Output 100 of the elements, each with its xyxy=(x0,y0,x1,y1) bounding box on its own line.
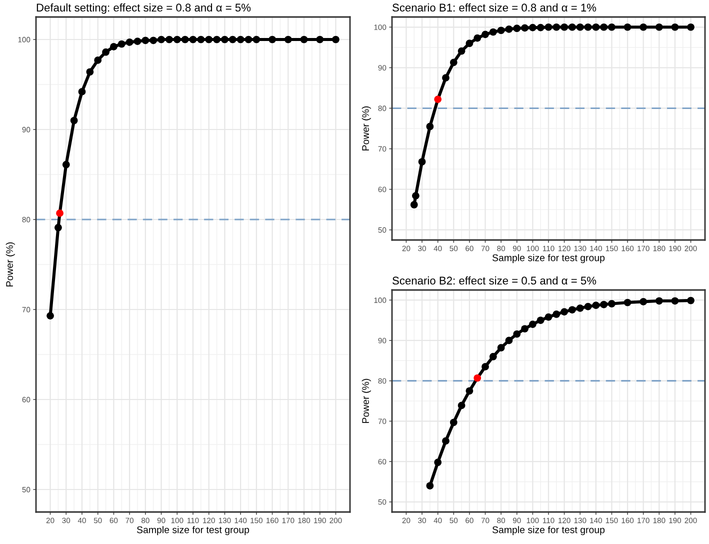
point xyxy=(624,23,632,31)
point xyxy=(600,23,608,31)
point xyxy=(434,458,442,466)
point xyxy=(189,36,197,44)
point xyxy=(150,36,158,44)
point xyxy=(584,23,592,31)
x-axis-title: Sample size for test group xyxy=(136,526,250,536)
point xyxy=(442,437,450,445)
point xyxy=(78,88,86,96)
point xyxy=(86,68,94,76)
point xyxy=(544,23,552,31)
point xyxy=(134,38,142,45)
point xyxy=(640,298,648,306)
point xyxy=(418,158,426,166)
point xyxy=(687,296,694,304)
point xyxy=(536,316,544,324)
point xyxy=(552,310,560,318)
point xyxy=(474,374,482,382)
point xyxy=(490,28,497,36)
point xyxy=(56,210,64,217)
point xyxy=(529,24,536,32)
point xyxy=(671,297,679,305)
point xyxy=(426,482,434,490)
point xyxy=(110,43,118,50)
point xyxy=(450,58,458,66)
point xyxy=(568,306,576,314)
point xyxy=(213,36,220,44)
point xyxy=(544,313,552,321)
point xyxy=(687,23,694,31)
point xyxy=(505,25,513,33)
point xyxy=(181,36,189,44)
point xyxy=(158,36,165,44)
point xyxy=(434,96,442,103)
point xyxy=(552,23,560,31)
point xyxy=(536,24,544,32)
x-axis-title: Sample size for test group xyxy=(492,254,605,264)
point xyxy=(624,298,632,306)
point xyxy=(166,36,173,44)
chart-title: Scenario B2: effect size = 0.5 and α = 5% xyxy=(392,276,596,285)
point xyxy=(592,23,600,31)
point xyxy=(46,312,54,320)
point xyxy=(458,402,466,410)
point xyxy=(62,160,70,168)
chart-title: Default setting: effect size = 0.8 and α = 5% xyxy=(36,3,251,14)
point xyxy=(482,30,489,38)
point xyxy=(513,24,521,32)
point xyxy=(118,40,126,48)
point xyxy=(490,352,497,360)
point xyxy=(521,325,528,332)
point xyxy=(54,224,62,232)
point xyxy=(316,36,324,44)
point xyxy=(584,302,592,310)
x-axis-title: Sample size for test group xyxy=(492,526,605,536)
point xyxy=(608,300,616,308)
point xyxy=(268,36,276,44)
point xyxy=(576,23,584,31)
point xyxy=(126,38,134,46)
point xyxy=(221,36,228,44)
y-axis-title: Power (%) xyxy=(362,106,371,150)
point xyxy=(560,23,568,31)
point xyxy=(513,330,521,338)
point xyxy=(252,36,260,44)
y-axis-title: Power (%) xyxy=(6,242,15,286)
point xyxy=(450,418,458,426)
point xyxy=(640,23,648,31)
point xyxy=(102,48,110,56)
point xyxy=(568,23,576,31)
point xyxy=(576,304,584,312)
point xyxy=(244,36,252,44)
point xyxy=(600,300,608,308)
point xyxy=(284,36,292,44)
point xyxy=(142,36,150,44)
point xyxy=(560,308,568,316)
point xyxy=(236,36,244,44)
point xyxy=(466,387,474,395)
point xyxy=(426,122,434,130)
point xyxy=(608,23,616,31)
point xyxy=(474,34,482,42)
point xyxy=(592,302,600,310)
point xyxy=(70,116,78,124)
point xyxy=(458,47,466,55)
point xyxy=(671,23,679,31)
point xyxy=(521,24,528,32)
point xyxy=(466,40,474,48)
point xyxy=(300,36,308,44)
point xyxy=(197,36,205,44)
point xyxy=(505,336,513,344)
point xyxy=(94,56,102,64)
point xyxy=(205,36,213,44)
point xyxy=(332,36,340,44)
point xyxy=(482,363,489,370)
point xyxy=(655,297,663,305)
point xyxy=(497,26,505,34)
point xyxy=(228,36,236,44)
point xyxy=(173,36,181,44)
point xyxy=(410,201,418,208)
point xyxy=(412,192,420,200)
point xyxy=(497,344,505,352)
point xyxy=(655,23,663,31)
point xyxy=(442,74,450,82)
